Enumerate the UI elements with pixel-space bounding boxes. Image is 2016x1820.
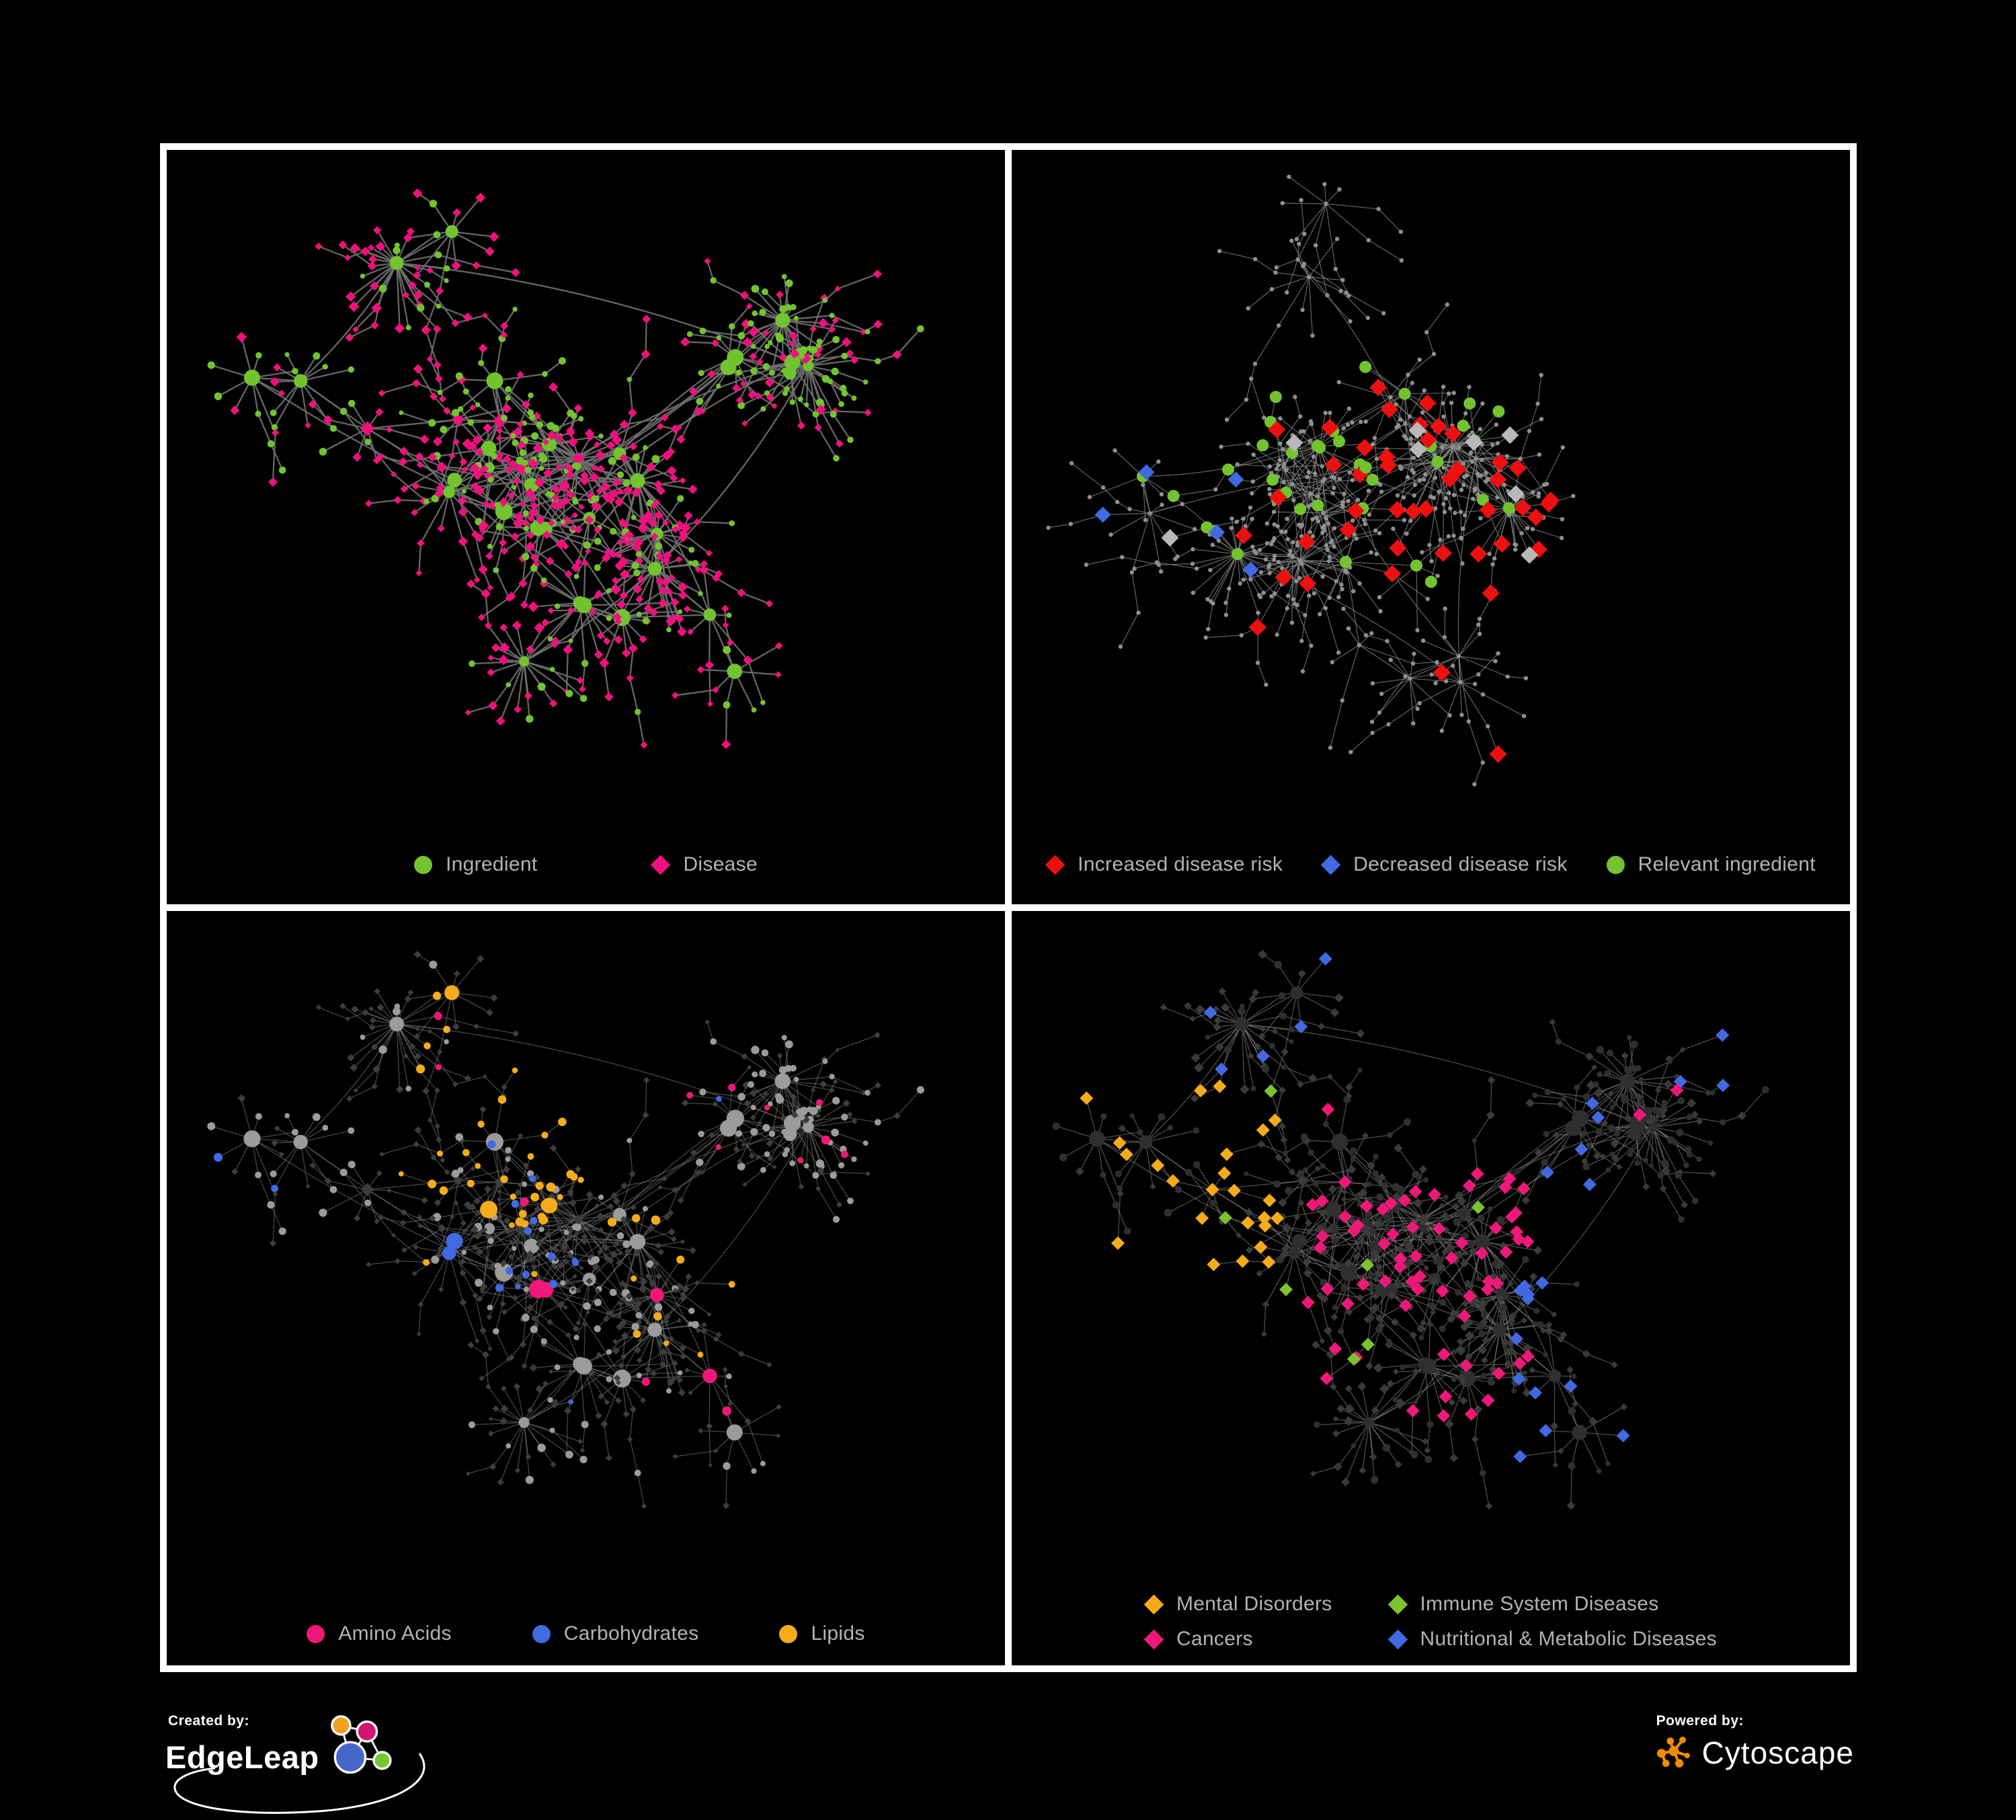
- panel-ingredient-disease: Ingredient Disease: [167, 150, 1005, 904]
- legend-item-disease-categories-1: Immune System Diseases: [1387, 1593, 1717, 1616]
- legend-item-disease-risk-0: Increased disease risk: [1045, 853, 1283, 876]
- network-nutrient-categories: [207, 951, 924, 1509]
- diamond-swatch: [1143, 1629, 1164, 1649]
- panel-grid: Ingredient Disease Increased disease risk…: [160, 143, 1857, 1672]
- diamond-swatch: [1143, 1594, 1164, 1614]
- legend-disease-risk: Increased disease risk Decreased disease …: [1012, 853, 1850, 876]
- legend-nutrient-categories: Amino Acids Carbohydrates Lipids: [167, 1622, 1005, 1645]
- legend-item-disease-categories-0: Mental Disorders: [1143, 1593, 1332, 1616]
- legend-label: Mental Disorders: [1176, 1593, 1332, 1615]
- circle-swatch: [532, 1624, 551, 1643]
- legend-item-ingredient-disease-0: Ingredient: [414, 853, 537, 876]
- circle-swatch: [1606, 855, 1625, 874]
- edgeleap-logo-icon: [330, 1715, 392, 1774]
- diamond-swatch: [1320, 855, 1341, 875]
- legend-label: Ingredient: [446, 853, 538, 875]
- cytoscape-brand: Cytoscape: [1701, 1735, 1854, 1770]
- legend-item-disease-categories-2: Cancers: [1143, 1628, 1332, 1651]
- diamond-swatch: [651, 855, 671, 875]
- legend-label: Lipids: [811, 1622, 865, 1645]
- legend-label: Decreased disease risk: [1353, 853, 1568, 875]
- legend-item-ingredient-disease-1: Disease: [651, 853, 758, 876]
- edgeleap-brand: EdgeLeap: [165, 1739, 319, 1775]
- legend-item-disease-risk-2: Relevant ingredient: [1606, 853, 1816, 876]
- circle-swatch: [307, 1624, 325, 1643]
- legend-ingredient-disease: Ingredient Disease: [167, 853, 1005, 876]
- legend-label: Immune System Diseases: [1420, 1593, 1659, 1615]
- created-by-block: Created by: EdgeLeap: [165, 1713, 426, 1814]
- legend-label: Nutritional & Metabolic Diseases: [1420, 1628, 1717, 1650]
- legend-item-disease-categories-3: Nutritional & Metabolic Diseases: [1387, 1628, 1717, 1651]
- circle-swatch: [414, 855, 433, 874]
- panel-nutrient-categories: Amino Acids Carbohydrates Lipids: [167, 911, 1005, 1665]
- legend-item-nutrient-categories-0: Amino Acids: [307, 1622, 451, 1645]
- legend-label: Disease: [683, 853, 758, 875]
- network-ingredient-disease: [207, 188, 924, 750]
- legend-label: Increased disease risk: [1078, 853, 1283, 875]
- diamond-swatch: [1387, 1594, 1408, 1614]
- diamond-swatch: [1387, 1629, 1408, 1649]
- cytoscape-logo-icon: [1656, 1736, 1690, 1768]
- panel-disease-risk: Increased disease risk Decreased disease …: [1012, 150, 1850, 904]
- legend-label: Relevant ingredient: [1638, 853, 1816, 875]
- network-disease-risk: [1046, 174, 1576, 787]
- legend-label: Carbohydrates: [563, 1622, 699, 1645]
- panel-disease-categories: Mental Disorders Immune System Diseases Ca…: [1012, 911, 1850, 1665]
- circle-swatch: [779, 1624, 798, 1643]
- diamond-swatch: [1045, 855, 1065, 875]
- legend-item-disease-risk-1: Decreased disease risk: [1320, 853, 1568, 876]
- legend-disease-categories: Mental Disorders Immune System Diseases Ca…: [1143, 1593, 1717, 1651]
- edgeleap-brand-row: EdgeLeap: [165, 1715, 426, 1814]
- legend-item-nutrient-categories-2: Lipids: [779, 1622, 864, 1645]
- powered-by-block: Powered by: Cytoscape: [1654, 1713, 1854, 1772]
- legend-label: Amino Acids: [338, 1622, 452, 1645]
- powered-by-label: Powered by:: [1656, 1713, 1744, 1729]
- legend-label: Cancers: [1176, 1628, 1253, 1650]
- legend-item-nutrient-categories-1: Carbohydrates: [532, 1622, 699, 1645]
- cytoscape-brand-row: Cytoscape: [1654, 1733, 1854, 1772]
- network-disease-categories: [1052, 949, 1769, 1510]
- created-by-label: Created by:: [168, 1713, 250, 1729]
